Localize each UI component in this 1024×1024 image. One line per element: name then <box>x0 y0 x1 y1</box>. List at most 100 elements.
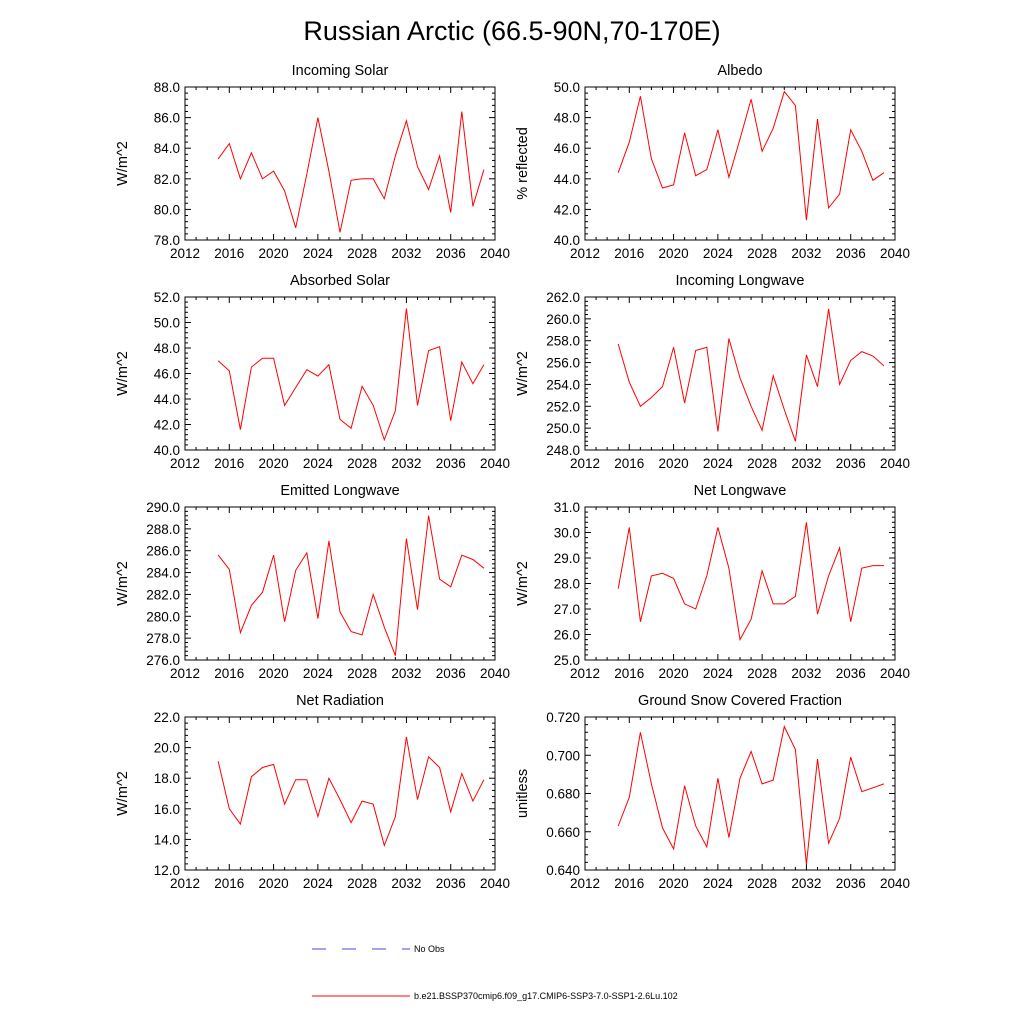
x-tick-label: 2024 <box>703 666 734 681</box>
x-tick-label: 2020 <box>659 666 689 681</box>
panel-ground-snow-covered-fraction: Ground Snow Covered Fraction unitless 2012… <box>515 693 910 891</box>
y-tick-label: 276.0 <box>146 653 180 668</box>
x-tick-label: 2028 <box>347 246 377 261</box>
y-tick-label: 29.0 <box>554 551 580 566</box>
plot-frame <box>584 716 896 871</box>
y-tick-label: 42.0 <box>554 202 580 217</box>
y-tick-label: 18.0 <box>154 771 180 786</box>
y-tick-label: 288.0 <box>146 522 180 537</box>
panel-title: Albedo <box>717 63 762 79</box>
x-tick-label: 2040 <box>480 876 510 891</box>
legend-label-model-run: b.e21.BSSP370cmip6.f09_g17.CMIP6-SSP3-7.… <box>414 991 678 1001</box>
x-tick-label: 2024 <box>303 456 334 471</box>
x-tick-label: 2028 <box>347 666 377 681</box>
y-tick-label: 46.0 <box>554 141 580 156</box>
y-axis-label: W/m^2 <box>515 351 531 396</box>
series-line <box>217 515 485 656</box>
y-tick-label: 31.0 <box>554 500 580 515</box>
x-tick-label: 2028 <box>347 876 377 891</box>
series-line <box>217 736 485 848</box>
y-tick-label: 280.0 <box>146 609 180 624</box>
y-tick-label: 78.0 <box>154 233 180 248</box>
x-tick-label: 2012 <box>170 666 200 681</box>
y-tick-label: 284.0 <box>146 566 180 581</box>
x-tick-label: 2024 <box>303 246 334 261</box>
x-tick-label: 2028 <box>747 666 777 681</box>
x-tick-label: 2028 <box>747 456 777 471</box>
x-tick-label: 2040 <box>480 666 510 681</box>
panel-albedo: Albedo % reflected 2012 2016 2020 2024 2028 203… <box>515 63 910 261</box>
panel-title: Incoming Longwave <box>676 273 805 289</box>
y-tick-label: 0.660 <box>546 825 580 840</box>
y-tick-label: 282.0 <box>146 587 180 602</box>
figure-title: Russian Arctic (66.5-90N,70-170E) <box>303 16 720 46</box>
x-tick-label: 2012 <box>170 876 200 891</box>
x-tick-label: 2016 <box>214 246 244 261</box>
x-tick-label: 2012 <box>570 456 600 471</box>
x-tick-label: 2028 <box>747 246 777 261</box>
y-tick-label: 290.0 <box>146 500 180 515</box>
y-tick-label: 42.0 <box>154 418 180 433</box>
y-tick-label: 22.0 <box>154 710 180 725</box>
x-tick-label: 2028 <box>347 456 377 471</box>
panel-title: Absorbed Solar <box>290 273 390 289</box>
x-tick-label: 2032 <box>791 456 821 471</box>
y-tick-label: 46.0 <box>154 367 180 382</box>
x-tick-label: 2024 <box>703 876 734 891</box>
y-axis-label: W/m^2 <box>115 771 131 816</box>
y-axis-label: unitless <box>515 769 531 818</box>
plot-frame <box>184 716 496 871</box>
legend-label-no-obs: No Obs <box>414 944 445 954</box>
y-tick-label: 48.0 <box>154 341 180 356</box>
y-tick-label: 84.0 <box>154 141 180 156</box>
series-line <box>217 111 485 233</box>
x-axis: 2012 2016 2020 2024 2028 2032 2036 2040 <box>570 297 910 471</box>
y-tick-label: 258.0 <box>546 334 580 349</box>
x-tick-label: 2036 <box>436 456 466 471</box>
y-tick-label: 30.0 <box>554 526 580 541</box>
y-tick-label: 52.0 <box>154 290 180 305</box>
y-tick-label: 16.0 <box>154 802 180 817</box>
x-tick-label: 2012 <box>570 246 600 261</box>
y-tick-label: 40.0 <box>154 443 180 458</box>
y-tick-label: 50.0 <box>554 80 580 95</box>
x-tick-label: 2032 <box>791 876 821 891</box>
x-tick-label: 2032 <box>391 246 421 261</box>
x-axis: 2012 2016 2020 2024 2028 2032 2036 2040 <box>570 717 910 891</box>
x-tick-label: 2016 <box>614 876 644 891</box>
y-tick-label: 286.0 <box>146 544 180 559</box>
series-line <box>617 725 885 865</box>
y-tick-label: 254.0 <box>546 377 580 392</box>
y-tick-label: 48.0 <box>554 111 580 126</box>
x-tick-label: 2036 <box>836 246 866 261</box>
x-tick-label: 2012 <box>570 876 600 891</box>
x-tick-label: 2020 <box>259 456 289 471</box>
x-tick-label: 2020 <box>259 876 289 891</box>
x-tick-label: 2036 <box>836 666 866 681</box>
y-axis: 40.0 42.0 44.0 46.0 48.0 50.0 <box>554 80 895 248</box>
panel-emitted-longwave: Emitted Longwave W/m^2 2012 2016 2020 2024 202… <box>115 483 510 681</box>
x-tick-label: 2016 <box>214 666 244 681</box>
x-tick-label: 2036 <box>436 876 466 891</box>
y-tick-label: 27.0 <box>554 602 580 617</box>
y-tick-label: 26.0 <box>554 628 580 643</box>
y-tick-label: 0.700 <box>546 748 580 763</box>
x-axis: 2012 2016 2020 2024 2028 2032 2036 2040 <box>570 87 910 261</box>
y-tick-label: 260.0 <box>546 312 580 327</box>
x-tick-label: 2040 <box>880 456 910 471</box>
panel-title: Net Longwave <box>694 483 787 499</box>
plot-frame <box>584 296 896 451</box>
plot-frame <box>584 86 896 241</box>
x-tick-label: 2036 <box>836 456 866 471</box>
y-axis: 40.0 42.0 44.0 46.0 48.0 50.0 52.0 <box>154 290 495 458</box>
x-tick-label: 2016 <box>214 876 244 891</box>
series-line <box>617 90 885 221</box>
y-axis: 25.0 26.0 27.0 28.0 29.0 30.0 31.0 <box>554 500 895 668</box>
y-tick-label: 88.0 <box>154 80 180 95</box>
y-axis: 248.0 250.0 252.0 254.0 256.0 258.0 260.0 262.0 <box>546 290 895 458</box>
plot-frame <box>184 86 496 241</box>
x-tick-label: 2020 <box>659 456 689 471</box>
y-axis-label: W/m^2 <box>115 351 131 396</box>
